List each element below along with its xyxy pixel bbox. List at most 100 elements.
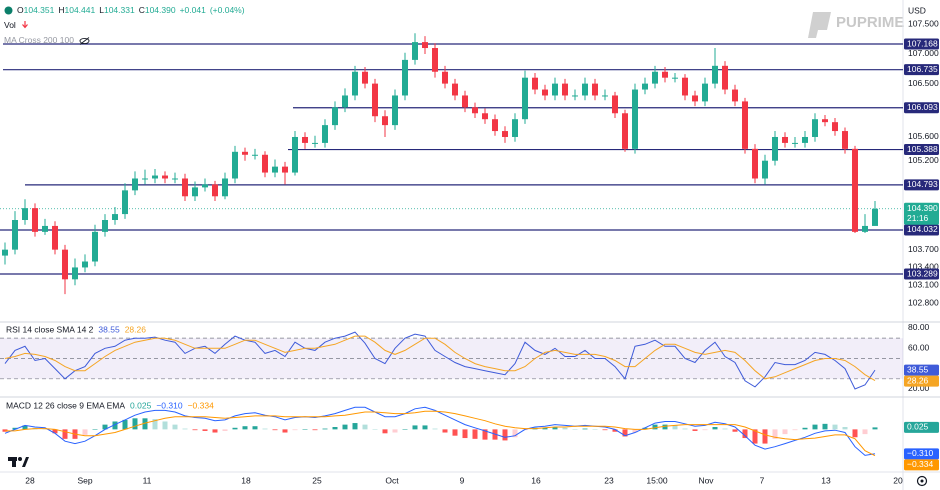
- candle-body: [502, 131, 508, 137]
- candle-body: [422, 42, 428, 49]
- x-tick-label: Oct: [385, 475, 399, 485]
- candle-body: [292, 136, 298, 173]
- histogram-bar: [122, 419, 128, 430]
- symbol-icon: [4, 6, 13, 15]
- legend: O 104.351 H 104.441 L 104.331 C 104.390 +0.041 (+…: [4, 3, 249, 48]
- candle-body: [462, 95, 468, 108]
- macd-line: [5, 410, 876, 457]
- candle-body: [442, 71, 448, 84]
- last-price-box: [904, 202, 939, 225]
- eye-strike[interactable]: [79, 36, 90, 45]
- candle-body: [22, 208, 28, 221]
- indicator-value: 38.55: [98, 324, 120, 334]
- histogram-bar: [852, 429, 858, 438]
- candle-body: [642, 83, 648, 90]
- candle-body: [342, 95, 348, 108]
- candle-body: [632, 89, 638, 149]
- histogram-bar: [592, 429, 598, 430]
- ohlc-key: H: [58, 5, 65, 15]
- candle-body: [722, 65, 728, 90]
- macd-value-label-box: [904, 448, 939, 460]
- volume-arrow: [21, 21, 28, 29]
- y-tick-label: 60.00: [908, 343, 930, 353]
- candle-body: [92, 231, 98, 262]
- histogram-bar: [632, 429, 638, 433]
- settings-icon[interactable]: [916, 475, 928, 487]
- histogram-bar: [742, 429, 748, 439]
- histogram-bar: [812, 424, 818, 430]
- histogram-bar: [382, 429, 388, 434]
- histogram-bar: [282, 429, 288, 433]
- y-tick-label: 20.00: [908, 383, 930, 393]
- candle-body: [812, 119, 818, 137]
- candle-body: [662, 71, 668, 78]
- y-tick-label: 103.100: [908, 279, 939, 289]
- histogram-bar: [842, 427, 848, 430]
- ohlc-key: L: [99, 5, 104, 15]
- ohlc-value: 104.331: [103, 5, 135, 15]
- candle-body: [192, 187, 198, 197]
- y-tick-label: 107.500: [908, 19, 939, 29]
- gear[interactable]: [916, 475, 928, 487]
- level-label-box: [904, 224, 939, 236]
- candle-body: [472, 107, 478, 114]
- histogram-bar: [112, 421, 118, 430]
- candle-body: [242, 151, 248, 155]
- histogram-bar: [162, 421, 168, 430]
- level-label-box: [904, 268, 939, 280]
- candle-body: [732, 89, 738, 102]
- candle-body: [572, 95, 578, 97]
- histogram-bar: [362, 424, 368, 430]
- x-tick-label: Sep: [77, 475, 92, 485]
- candle-body: [432, 48, 438, 72]
- histogram-bar: [602, 429, 608, 431]
- volume-row: Vol: [4, 18, 249, 33]
- histogram-bar: [132, 418, 138, 430]
- eye[interactable]: [79, 37, 90, 44]
- histogram-bar: [62, 429, 68, 439]
- gear-center[interactable]: [920, 479, 924, 483]
- macd-value-label: −0.334: [907, 459, 934, 469]
- level-label-box: [904, 64, 939, 76]
- hidden-icon[interactable]: [79, 36, 90, 45]
- histogram-bar: [772, 429, 778, 439]
- candle-body: [392, 95, 398, 126]
- logo-shape: [808, 12, 831, 38]
- change: +0.041: [179, 5, 206, 15]
- histogram-bar: [302, 429, 308, 430]
- candle-body: [172, 178, 178, 180]
- histogram-bar: [102, 424, 108, 430]
- candle-body: [712, 65, 718, 84]
- histogram-bar: [352, 423, 358, 430]
- histogram-bar: [582, 428, 588, 430]
- ohlc-value: 104.351: [23, 5, 55, 15]
- macd-value-label-box: [904, 459, 939, 471]
- histogram-bar: [502, 429, 508, 441]
- histogram-bar: [782, 429, 788, 435]
- candle-body: [562, 83, 568, 96]
- histogram-bar: [862, 429, 868, 435]
- candle-body: [202, 184, 208, 188]
- candle-body: [132, 178, 138, 191]
- histogram-bar: [212, 429, 218, 433]
- candle-body: [142, 178, 148, 180]
- candle-body: [182, 178, 188, 197]
- rsi-value-label-box: [904, 375, 939, 387]
- candle-body: [792, 142, 798, 144]
- histogram-bar: [202, 429, 208, 431]
- candle-body: [522, 77, 528, 120]
- candle-body: [72, 267, 78, 280]
- candle-body: [692, 95, 698, 102]
- x-tick-label: 13: [821, 475, 831, 485]
- candle-body: [312, 142, 318, 144]
- y-tick-label: 103.400: [908, 262, 939, 272]
- x-tick-label: 18: [241, 475, 251, 485]
- last-price-label: 104.390: [907, 203, 938, 213]
- volume-label: Vol: [4, 20, 16, 30]
- histogram-bar: [172, 424, 178, 430]
- histogram-bar: [482, 429, 488, 440]
- histogram-bar: [92, 429, 98, 430]
- candle-body: [782, 136, 788, 143]
- candle-body: [302, 136, 308, 143]
- rsi-value-label-box: [904, 364, 939, 376]
